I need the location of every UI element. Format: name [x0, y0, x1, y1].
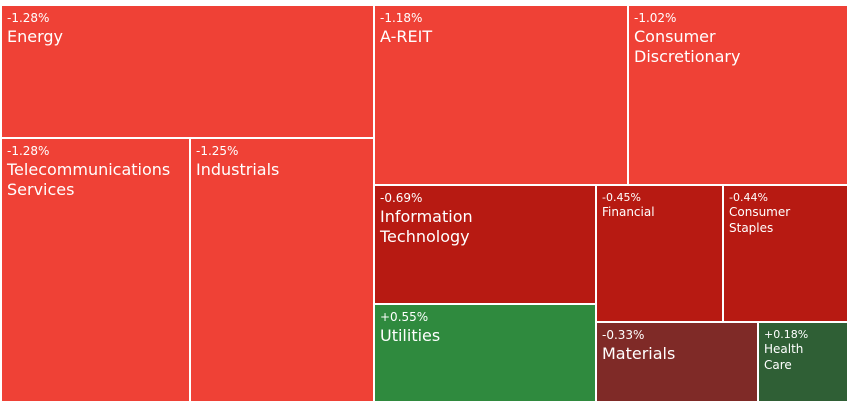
treemap-tile-materials[interactable]: -0.33% Materials [597, 323, 757, 401]
tile-label-financial: Financial [602, 205, 655, 219]
treemap-tile-energy[interactable]: -1.28% Energy [2, 6, 373, 137]
tile-label-utilities: Utilities [380, 326, 441, 345]
tile-label-consstaples: Consumer Staples [729, 205, 791, 235]
treemap-tile-financial[interactable]: -0.45% Financial [597, 186, 722, 321]
treemap-tile-areit[interactable]: -1.18% A-REIT [375, 6, 627, 184]
treemap-tile-infotech[interactable]: -0.69% Information Technology [375, 186, 595, 303]
tile-label-industrials: Industrials [196, 160, 280, 179]
tile-label-telecom: Telecommunications Services [7, 160, 171, 199]
treemap-tile-telecom[interactable]: -1.28% Telecommunications Services [2, 139, 189, 401]
treemap-tile-consstaples[interactable]: -0.44% Consumer Staples [724, 186, 847, 321]
tile-percent-energy: -1.28% [7, 11, 50, 25]
tile-percent-healthcare: +0.18% [764, 328, 809, 341]
treemap-tile-industrials[interactable]: -1.25% Industrials [191, 139, 373, 401]
tile-percent-consstaples: -0.44% [729, 191, 768, 204]
treemap-tile-healthcare[interactable]: +0.18% Health Care [759, 323, 847, 401]
tile-percent-financial: -0.45% [602, 191, 641, 204]
tile-label-materials: Materials [602, 344, 676, 363]
tile-label-consdisc: Consumer Discretionary [634, 27, 741, 66]
tile-percent-materials: -0.33% [602, 328, 645, 342]
tile-percent-industrials: -1.25% [196, 144, 239, 158]
tile-percent-utilities: +0.55% [380, 310, 429, 324]
tile-percent-areit: -1.18% [380, 11, 423, 25]
tile-label-areit: A-REIT [380, 27, 433, 46]
tile-label-healthcare: Health Care [764, 342, 804, 372]
tile-percent-infotech: -0.69% [380, 191, 423, 205]
treemap-tile-utilities[interactable]: +0.55% Utilities [375, 305, 595, 401]
tile-percent-consdisc: -1.02% [634, 11, 677, 25]
tile-label-infotech: Information Technology [380, 207, 473, 246]
tile-percent-telecom: -1.28% [7, 144, 50, 158]
tile-label-energy: Energy [7, 27, 64, 46]
treemap-tile-consdisc[interactable]: -1.02% Consumer Discretionary [629, 6, 847, 184]
